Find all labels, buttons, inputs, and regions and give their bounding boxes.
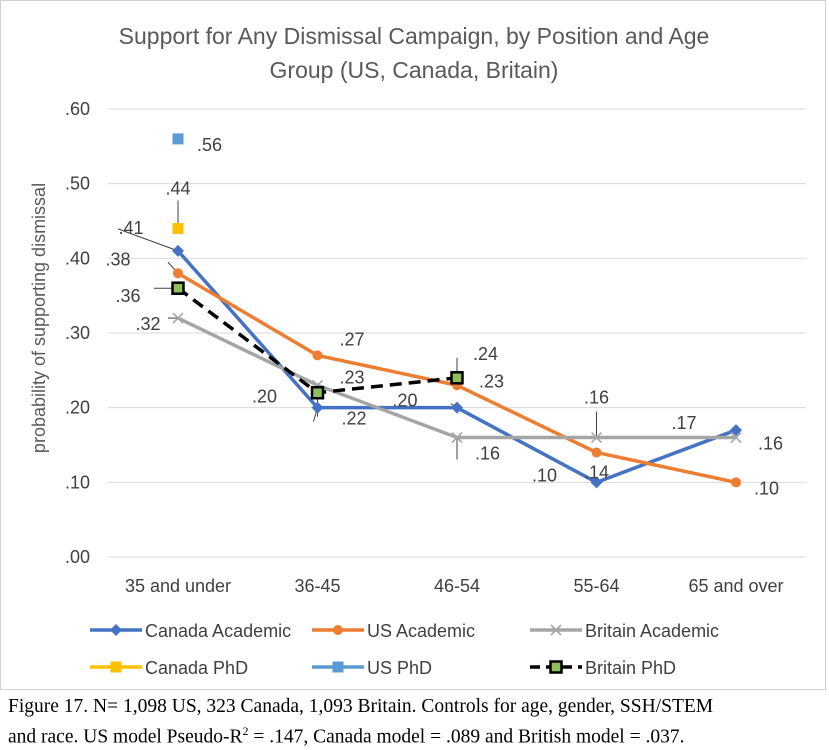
data-label: .23: [340, 367, 365, 387]
legend-label: Britain Academic: [585, 621, 719, 641]
data-point: [590, 431, 603, 444]
legend-label: US PhD: [367, 658, 432, 678]
data-point: [172, 244, 184, 257]
data-label: .16: [475, 444, 500, 464]
data-point: [731, 477, 741, 488]
chart-title-line-1: Support for Any Dismissal Campaign, by P…: [119, 23, 710, 49]
data-point: [591, 447, 602, 458]
data-label: .44: [165, 178, 190, 198]
caption-line-2-start: and race. US model Pseudo-R: [8, 726, 243, 748]
data-point: [730, 431, 742, 444]
legend-item: Britain PhD: [530, 658, 676, 678]
y-tick-label: .00: [65, 547, 90, 567]
caption-line-2: and race. US model Pseudo-R2 = .147, Can…: [8, 719, 823, 750]
legend-marker: [333, 625, 343, 635]
y-tick-label: .20: [65, 398, 90, 418]
leader-line: [117, 228, 179, 252]
chart-title-line-2: Group (US, Canada, Britain): [270, 57, 559, 83]
data-point: [310, 385, 325, 400]
data-point: [451, 401, 463, 414]
legend-marker: [549, 660, 563, 674]
data-point: [312, 350, 323, 361]
data-point: [311, 401, 324, 414]
x-tick-label: 55-64: [573, 576, 619, 596]
x-tick-label: 46-54: [434, 576, 480, 596]
caption-line-2-end: = .147, Canada model = .089 and British …: [248, 726, 685, 748]
data-label: .32: [135, 314, 160, 334]
data-point: [730, 424, 742, 437]
data-label: .24: [473, 344, 498, 364]
data-label: .16: [584, 388, 609, 408]
legend-item: Canada PhD: [90, 658, 248, 678]
data-label: .17: [671, 413, 696, 433]
data-label: .20: [392, 391, 417, 411]
legend-item: US Academic: [312, 621, 475, 641]
x-tick-label: 65 and over: [688, 576, 783, 596]
caption-superscript: 2: [242, 724, 249, 738]
data-label: .14: [584, 462, 609, 482]
data-label: .38: [105, 249, 130, 269]
data-label: .16: [758, 434, 783, 454]
legend-item: Canada Academic: [90, 621, 291, 641]
line-chart: Support for Any Dismissal Campaign, by P…: [29, 23, 806, 678]
legend-label: Canada Academic: [145, 621, 291, 641]
legend-marker: [332, 661, 344, 673]
y-tick-label: .30: [65, 323, 90, 343]
y-tick-label: .10: [65, 472, 90, 492]
data-label: .56: [197, 135, 222, 155]
data-label: .23: [479, 371, 504, 391]
legend-label: Britain PhD: [585, 658, 676, 678]
legend-item: US PhD: [312, 658, 432, 678]
data-point: [172, 133, 184, 145]
x-tick-label: 36-45: [294, 576, 340, 596]
data-point: [451, 431, 463, 444]
y-axis-label: probability of supporting dismissal: [29, 183, 49, 453]
data-label: .27: [340, 329, 365, 349]
figure-caption: Figure 17. N= 1,098 US, 323 Canada, 1,09…: [8, 694, 823, 750]
data-point: [590, 476, 603, 489]
legend-marker: [550, 624, 562, 636]
data-label: .20: [252, 387, 277, 407]
legend-item: Britain Academic: [530, 621, 719, 641]
y-tick-label: .50: [65, 174, 90, 194]
data-label: .10: [754, 478, 779, 498]
legend-marker: [110, 624, 122, 636]
legend-label: Canada PhD: [145, 658, 248, 678]
data-label: .10: [532, 465, 557, 485]
caption-line-1: Figure 17. N= 1,098 US, 323 Canada, 1,09…: [8, 696, 714, 717]
data-label: .22: [342, 409, 367, 429]
data-point: [172, 312, 184, 324]
data-label: .36: [115, 286, 140, 306]
y-tick-label: .60: [65, 99, 90, 119]
data-point: [450, 371, 464, 385]
y-tick-label: .40: [65, 248, 90, 268]
data-point: [172, 222, 184, 234]
data-point: [171, 281, 185, 295]
chart-frame: [0, 0, 826, 690]
legend-marker: [110, 661, 122, 673]
x-tick-label: 35 and under: [125, 576, 231, 596]
legend-label: US Academic: [367, 621, 475, 641]
data-point: [173, 268, 183, 279]
data-label: .41: [118, 218, 143, 238]
